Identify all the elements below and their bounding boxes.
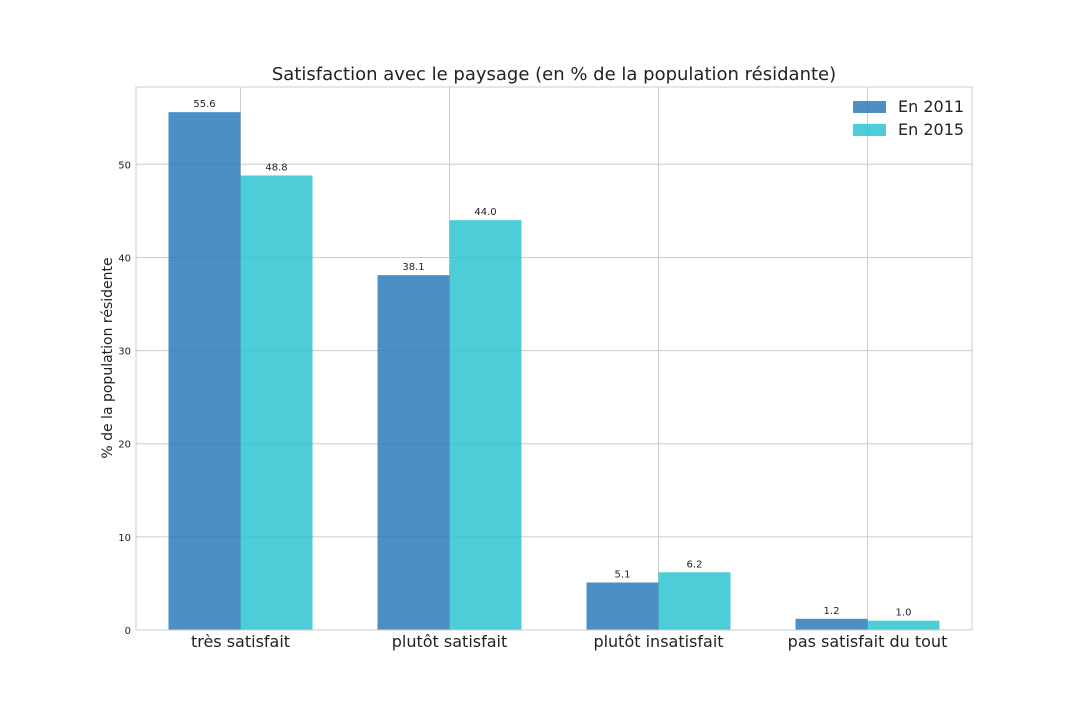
data-label: 48.8 <box>265 162 287 173</box>
data-label: 1.2 <box>824 606 840 617</box>
data-label: 44.0 <box>474 207 496 218</box>
legend-swatch <box>853 101 886 113</box>
y-tick-label: 0 <box>125 626 131 637</box>
x-tick-label: plutôt satisfait <box>392 632 508 651</box>
data-label: 55.6 <box>193 99 215 110</box>
y-tick-label: 10 <box>118 533 131 544</box>
x-tick-label: très satisfait <box>191 632 290 651</box>
legend-swatch <box>853 124 886 136</box>
data-labels: 55.6 38.1 5.1 1.2 48.8 44.0 6.2 1.0 <box>193 99 911 619</box>
plot-frame <box>135 86 973 631</box>
x-tick-label: plutôt insatisfait <box>593 632 723 651</box>
y-tick-label: 20 <box>118 440 131 451</box>
legend: En 2011 En 2015 <box>853 97 964 139</box>
legend-label: En 2011 <box>898 97 964 116</box>
data-label: 5.1 <box>615 569 631 580</box>
bar <box>586 582 659 630</box>
legend-label: En 2015 <box>898 120 964 139</box>
bar <box>377 275 450 630</box>
x-axis-ticks: très satisfait plutôt satisfait plutôt ins… <box>191 632 947 651</box>
data-label: 1.0 <box>896 608 912 619</box>
bar <box>795 618 868 630</box>
bar <box>658 572 731 630</box>
bar <box>867 620 940 630</box>
bar <box>449 220 522 631</box>
y-axis-label: % de la population résidente <box>100 257 116 458</box>
y-tick-label: 50 <box>118 160 131 171</box>
bar <box>168 112 241 630</box>
y-tick-label: 30 <box>118 347 131 358</box>
data-label: 38.1 <box>402 262 424 273</box>
bar <box>240 175 313 630</box>
data-label: 6.2 <box>687 559 703 570</box>
y-axis-ticks: 0 10 20 30 40 50 <box>118 160 131 637</box>
bars <box>168 112 940 631</box>
y-tick-label: 40 <box>118 253 131 264</box>
x-tick-label: pas satisfait du tout <box>788 632 948 651</box>
chart-title: Satisfaction avec le paysage (en % de la… <box>272 64 836 85</box>
